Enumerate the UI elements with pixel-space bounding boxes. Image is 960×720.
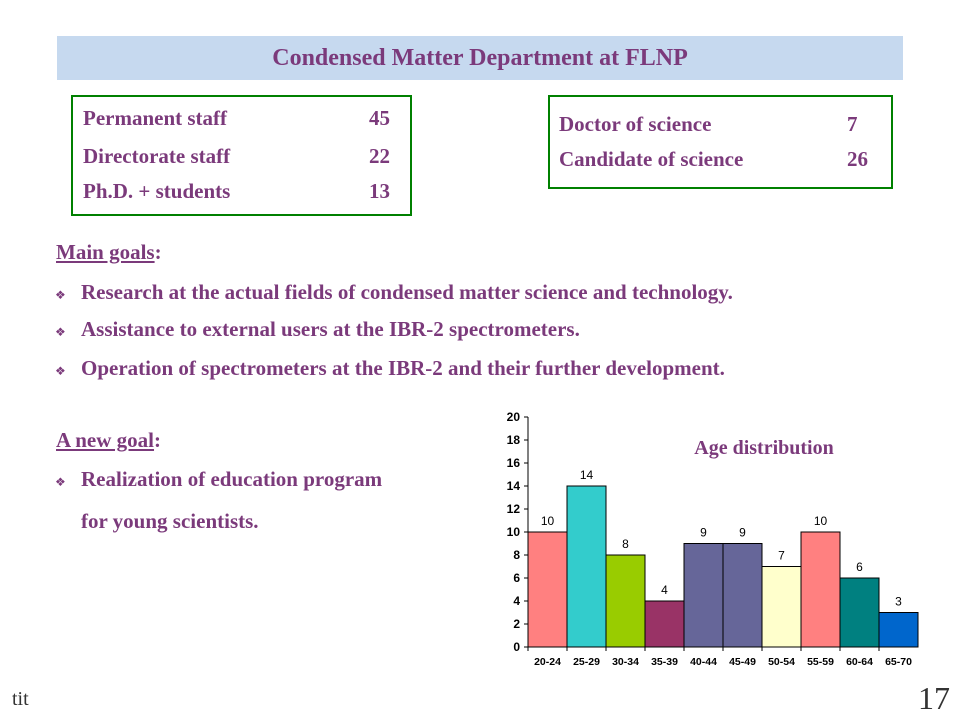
main-goals-heading: Main goals: (56, 240, 162, 264)
x-tick-label: 30-34 (612, 656, 639, 668)
y-tick-label: 16 (507, 456, 521, 470)
y-tick-label: 2 (513, 617, 520, 631)
new-goal-heading-text: A new goal (56, 428, 155, 452)
x-tick-label: 65-70 (885, 656, 912, 668)
bar-60-64 (839, 577, 880, 648)
bar-65-70 (878, 612, 919, 648)
bar-value-label: 7 (778, 549, 785, 563)
bar-value-label: 3 (895, 595, 902, 609)
new-goal-line-2: for young scientists. (81, 509, 259, 533)
bar-50-54 (761, 566, 802, 648)
x-tick-label: 25-29 (573, 656, 600, 668)
y-tick-label: 0 (513, 640, 520, 654)
bar-40-44 (683, 543, 724, 648)
main-goal-2: Assistance to external users at the IBR-… (81, 317, 580, 341)
page-number: 17 (918, 680, 950, 716)
diamond-bullet-icon: ❖ (55, 288, 66, 302)
x-tick-label: 45-49 (729, 656, 756, 668)
age-distribution-chart: 0 2 4 6 8 10 12 14 16 18 20 10 20-24 14 25-29 8 30-34 4 3… (507, 410, 919, 668)
bar-value-label: 4 (661, 583, 668, 597)
main-goals-heading-text: Main goals (56, 240, 155, 264)
x-tick-label: 20-24 (534, 656, 561, 668)
bar-value-label: 9 (700, 526, 707, 540)
staff-box: Permanent staff 45 Directorate staff 22 … (71, 95, 412, 216)
degrees-box: Doctor of science 7 Candidate of science… (548, 95, 893, 189)
y-tick-label: 6 (513, 571, 520, 585)
bar-55-59 (800, 531, 841, 648)
staff-label-directorate: Directorate staff (83, 144, 231, 168)
y-tick-label: 10 (507, 525, 521, 539)
bar-value-label: 8 (622, 537, 629, 551)
degree-value-candidate: 26 (847, 147, 868, 171)
diamond-bullet-icon: ❖ (55, 364, 66, 378)
new-goal-heading: A new goal: (56, 428, 162, 452)
bar-35-39 (644, 600, 685, 648)
y-tick-label: 20 (507, 410, 521, 424)
staff-label-permanent: Permanent staff (83, 106, 228, 130)
new-goal-line-1: Realization of education program (81, 467, 383, 491)
chart-title: Age distribution (694, 437, 833, 459)
main-goal-3: Operation of spectrometers at the IBR-2 … (81, 356, 725, 380)
diamond-bullet-icon: ❖ (55, 475, 66, 489)
x-tick-label: 35-39 (651, 656, 678, 668)
bar-value-label: 9 (739, 526, 746, 540)
bar-45-49 (722, 543, 763, 648)
page-title: Condensed Matter Department at FLNP (272, 45, 688, 71)
staff-value-permanent: 45 (369, 106, 390, 130)
degree-label-candidate: Candidate of science (559, 147, 744, 171)
x-tick-label: 50-54 (768, 656, 795, 668)
staff-value-students: 13 (369, 179, 390, 203)
bar-25-29 (566, 485, 607, 648)
bar-20-24 (527, 531, 568, 648)
y-tick-label: 14 (507, 479, 521, 493)
diamond-bullet-icon: ❖ (55, 325, 66, 339)
x-tick-label: 40-44 (690, 656, 717, 668)
bar-value-label: 10 (814, 514, 828, 528)
degree-value-doctor: 7 (847, 112, 858, 136)
bar-30-34 (605, 554, 646, 648)
title-bar: Condensed Matter Department at FLNP (57, 36, 903, 80)
main-goal-1: Research at the actual fields of condens… (81, 280, 733, 304)
footer-text: tit (12, 688, 29, 710)
y-tick-label: 12 (507, 502, 521, 516)
y-tick-label: 4 (513, 594, 520, 608)
bar-value-label: 14 (580, 468, 594, 482)
staff-value-directorate: 22 (369, 144, 390, 168)
x-tick-label: 55-59 (807, 656, 834, 668)
degree-label-doctor: Doctor of science (559, 112, 712, 136)
staff-label-students: Ph.D. + students (83, 179, 231, 203)
bar-value-label: 10 (541, 514, 555, 528)
y-tick-label: 18 (507, 433, 521, 447)
y-tick-label: 8 (513, 548, 520, 562)
x-tick-label: 60-64 (846, 656, 873, 668)
bar-value-label: 6 (856, 560, 863, 574)
